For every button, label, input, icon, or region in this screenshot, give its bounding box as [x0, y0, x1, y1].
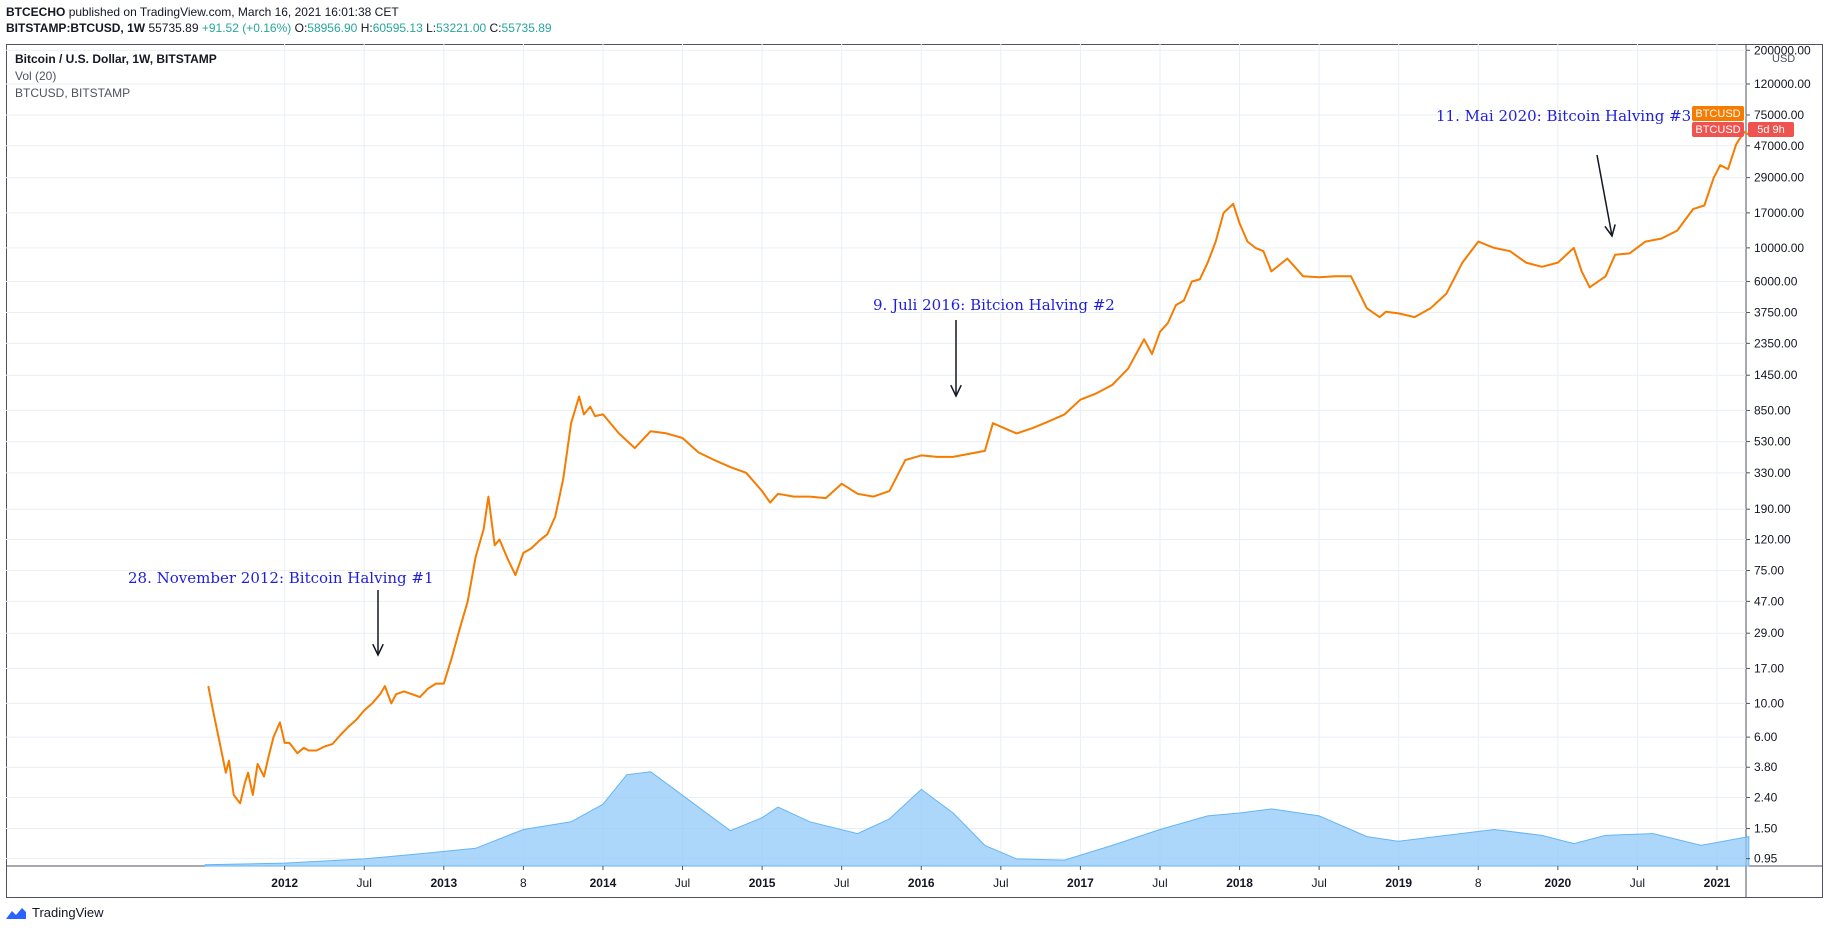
legend-main-series[interactable]: Bitcoin / U.S. Dollar, 1W, BITSTAMP [15, 52, 217, 66]
low-value: 53221.00 [436, 21, 487, 35]
y-tick-label: 10000.00 [1754, 241, 1804, 255]
badge-btcusd-2-label: BTCUSD [1695, 124, 1740, 136]
h-label: H: [360, 21, 373, 35]
footer-brand[interactable]: TradingView [6, 905, 104, 920]
y-tick-label: 1.50 [1754, 822, 1778, 836]
x-tick-label: 2012 [271, 876, 298, 890]
halving-arrow-3 [1596, 154, 1613, 237]
badge-btcusd-bg [1692, 106, 1744, 121]
price-change: +91.52 (+0.16%) [201, 21, 292, 35]
price-badges: BTCUSD BTCUSD 5d 9h [1692, 106, 1794, 137]
y-tick-label: 530.00 [1754, 435, 1791, 449]
x-tick-label: 2013 [430, 876, 457, 890]
x-tick-label: 8 [1475, 876, 1482, 890]
volume-area [204, 771, 1750, 867]
o-label: O: [294, 21, 308, 35]
annotations: 28. November 2012: Bitcoin Halving #1 9. … [128, 107, 1691, 657]
y-tick-label: 0.95 [1754, 852, 1778, 866]
x-tick-label: 2018 [1226, 876, 1253, 890]
x-tick-label: 2016 [908, 876, 935, 890]
x-tick-label: Jul [1630, 876, 1645, 890]
close-value: 55735.89 [501, 21, 552, 35]
tradingview-logo-icon [6, 907, 26, 919]
x-tick-label: Jul [1311, 876, 1326, 890]
legend-compare[interactable]: BTCUSD, BITSTAMP [15, 86, 131, 100]
ohlc-bar: BITSTAMP:BTCUSD, 1W 55735.89 +91.52 (+0.… [6, 20, 552, 36]
x-tick-label: 2021 [1704, 876, 1731, 890]
publish-info: BTCECHO published on TradingView.com, Ma… [6, 4, 399, 20]
last-price: 55735.89 [148, 21, 199, 35]
high-value: 60595.13 [372, 21, 423, 35]
legend-volume[interactable]: Vol (20) [15, 69, 57, 83]
y-tick-label: 850.00 [1754, 403, 1791, 417]
y-tick-label: 29.00 [1754, 626, 1784, 640]
x-tick-label: 2019 [1385, 876, 1412, 890]
halving-annotation-3: 11. Mai 2020: Bitcoin Halving #3 [1436, 107, 1691, 125]
x-tick-label: Jul [1152, 876, 1167, 890]
y-tick-label: 200000.00 [1754, 43, 1811, 57]
y-tick-label: 2350.00 [1754, 336, 1798, 350]
badge-countdown-label: 5d 9h [1757, 124, 1785, 136]
x-tick-label: 2014 [590, 876, 617, 890]
y-tick-label: 2.40 [1754, 791, 1778, 805]
footer-brand-label: TradingView [32, 905, 104, 920]
c-label: C: [489, 21, 502, 35]
y-tick-label: 17000.00 [1754, 206, 1804, 220]
open-value: 58956.90 [307, 21, 358, 35]
y-tick-label: 75000.00 [1754, 108, 1804, 122]
y-tick-label: 3750.00 [1754, 306, 1798, 320]
y-tick-label: 47.00 [1754, 594, 1784, 608]
y-tick-label: 10.00 [1754, 696, 1784, 710]
l-label: L: [426, 21, 437, 35]
x-tick-label: Jul [357, 876, 372, 890]
halving-annotation-1: 28. November 2012: Bitcoin Halving #1 [128, 569, 434, 587]
y-tick-label: 75.00 [1754, 564, 1784, 578]
y-tick-label: 190.00 [1754, 502, 1791, 516]
y-tick-label: 47000.00 [1754, 139, 1804, 153]
badge-countdown-bg [1748, 122, 1794, 137]
halving-arrowhead-1 [372, 643, 384, 657]
halving-annotation-2: 9. Juli 2016: Bitcion Halving #2 [873, 296, 1115, 314]
x-tick-label: 2017 [1067, 876, 1094, 890]
y-tick-label: 1450.00 [1754, 368, 1798, 382]
chart-frame [6, 44, 1823, 898]
x-tick-label: Jul [834, 876, 849, 890]
y-tick-label: 6000.00 [1754, 275, 1798, 289]
x-tick-label: 2015 [749, 876, 776, 890]
halving-arrowhead-3 [1604, 224, 1616, 238]
x-tick-label: Jul [993, 876, 1008, 890]
y-tick-label: 120000.00 [1754, 77, 1811, 91]
currency-label: USD [1772, 53, 1795, 65]
symbol-label: BITSTAMP:BTCUSD, 1W [6, 21, 146, 35]
publish-text: published on TradingView.com, March 16, … [68, 5, 399, 19]
y-tick-label: 3.80 [1754, 760, 1778, 774]
x-tick-label: 8 [520, 876, 527, 890]
halving-arrowhead-2 [950, 384, 962, 398]
grid [6, 44, 1823, 898]
y-tick-label: 6.00 [1754, 730, 1778, 744]
btcusd-price-line [207, 130, 1750, 805]
y-tick-label: 330.00 [1754, 466, 1791, 480]
y-tick-label: 17.00 [1754, 661, 1784, 675]
x-tick-label: 2020 [1544, 876, 1571, 890]
y-tick-label: 120.00 [1754, 533, 1791, 547]
author-name: BTCECHO [6, 5, 66, 19]
x-axis: 2012 Jul 2013 8 2014 Jul 2015 Jul 2016 Jul 2017 Jul… [271, 866, 1731, 890]
y-tick-label: 29000.00 [1754, 171, 1804, 185]
x-tick-label: Jul [675, 876, 690, 890]
volume-ma-area [204, 771, 1750, 867]
badge-btcusd-2-bg [1692, 122, 1744, 137]
badge-btcusd-label: BTCUSD [1695, 108, 1740, 120]
y-axis: 200000.00 120000.00 75000.00 47000.00 29000.… [1746, 43, 1811, 866]
price-line [207, 130, 1750, 805]
